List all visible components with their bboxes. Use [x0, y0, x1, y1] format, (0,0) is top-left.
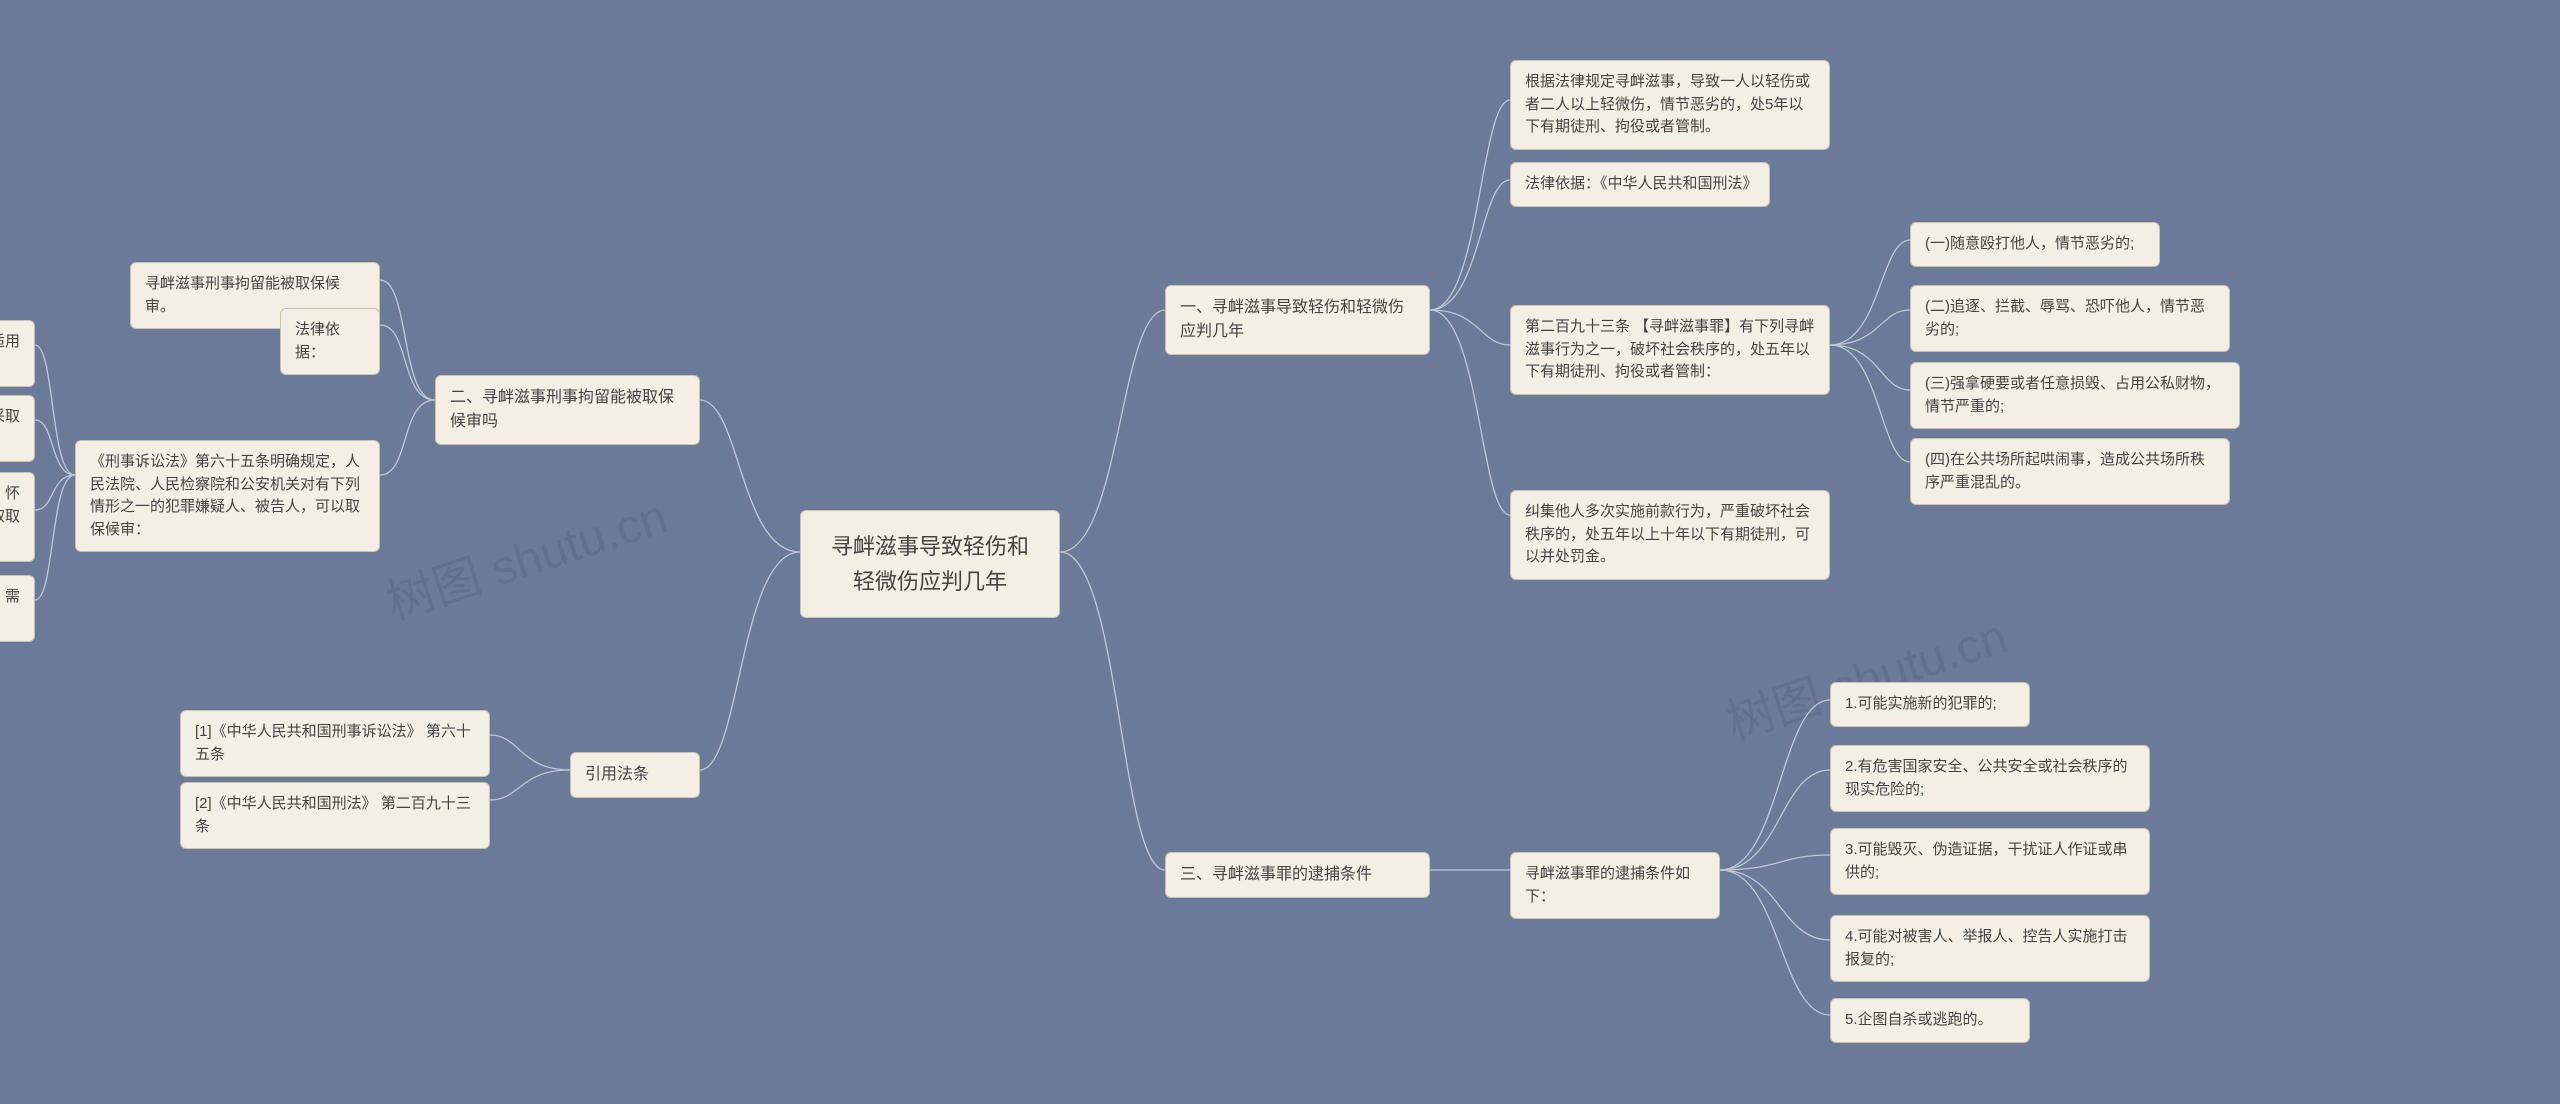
branch-1-child-3: 第二百九十三条 【寻衅滋事罪】有下列寻衅滋事行为之一，破坏社会秩序的，处五年以下…: [1510, 305, 1830, 395]
branch-2-child-3-sub-1: （一）可能判处管制、拘役或者独立适用附加刑的；: [0, 320, 35, 387]
branch-2: 二、寻衅滋事刑事拘留能被取保候审吗: [435, 375, 700, 445]
watermark: 树图 shutu.cn: [376, 477, 674, 633]
branch-4: 引用法条: [570, 752, 700, 798]
branch-3-child-1: 寻衅滋事罪的逮捕条件如下：: [1510, 852, 1720, 919]
branch-2-child-3-sub-2: （二）可能判处有期徒刑以上刑罚，采取取保候审不致发生社会危险性的；: [0, 395, 35, 462]
branch-1-child-3-sub-2: (二)追逐、拦截、辱骂、恐吓他人，情节恶劣的;: [1910, 285, 2230, 352]
branch-2-child-3-sub-4: （四）羁押期限届满，案件尚未办结，需要采取取保候审的。: [0, 575, 35, 642]
branch-4-child-1: [1]《中华人民共和国刑事诉讼法》 第六十五条: [180, 710, 490, 777]
watermark: 树图 shutu.cn: [1716, 597, 2014, 753]
branch-3-child-1-sub-2: 2.有危害国家安全、公共安全或社会秩序的现实危险的;: [1830, 745, 2150, 812]
branch-1-child-3-sub-3: (三)强拿硬要或者任意损毁、占用公私财物，情节严重的;: [1910, 362, 2240, 429]
branch-4-child-2: [2]《中华人民共和国刑法》 第二百九十三条: [180, 782, 490, 849]
branch-2-child-2: 法律依据：: [280, 308, 380, 375]
branch-1-child-4: 纠集他人多次实施前款行为，严重破坏社会秩序的，处五年以上十年以下有期徒刑，可以并…: [1510, 490, 1830, 580]
branch-1: 一、寻衅滋事导致轻伤和轻微伤应判几年: [1165, 285, 1430, 355]
connectors-svg: [0, 0, 2560, 1104]
branch-1-child-1: 根据法律规定寻衅滋事，导致一人以轻伤或者二人以上轻微伤，情节恶劣的，处5年以下有…: [1510, 60, 1830, 150]
branch-2-child-3-sub-3: （三）患有严重疾病、生活不能自理，怀孕或者正在哺乳自己婴儿的妇女，采取取保候审不…: [0, 472, 35, 562]
branch-2-child-3: 《刑事诉讼法》第六十五条明确规定，人民法院、人民检察院和公安机关对有下列情形之一…: [75, 440, 380, 552]
branch-1-child-3-sub-1: (一)随意殴打他人，情节恶劣的;: [1910, 222, 2160, 267]
branch-1-child-3-sub-4: (四)在公共场所起哄闹事，造成公共场所秩序严重混乱的。: [1910, 438, 2230, 505]
branch-1-child-2: 法律依据：《中华人民共和国刑法》: [1510, 162, 1770, 207]
branch-3-child-1-sub-3: 3.可能毁灭、伪造证据，干扰证人作证或串供的;: [1830, 828, 2150, 895]
branch-3-child-1-sub-5: 5.企图自杀或逃跑的。: [1830, 998, 2030, 1043]
branch-3-child-1-sub-1: 1.可能实施新的犯罪的;: [1830, 682, 2030, 727]
branch-3-child-1-sub-4: 4.可能对被害人、举报人、控告人实施打击报复的;: [1830, 915, 2150, 982]
root-node: 寻衅滋事导致轻伤和轻微伤应判几年: [800, 510, 1060, 618]
branch-3: 三、寻衅滋事罪的逮捕条件: [1165, 852, 1430, 898]
